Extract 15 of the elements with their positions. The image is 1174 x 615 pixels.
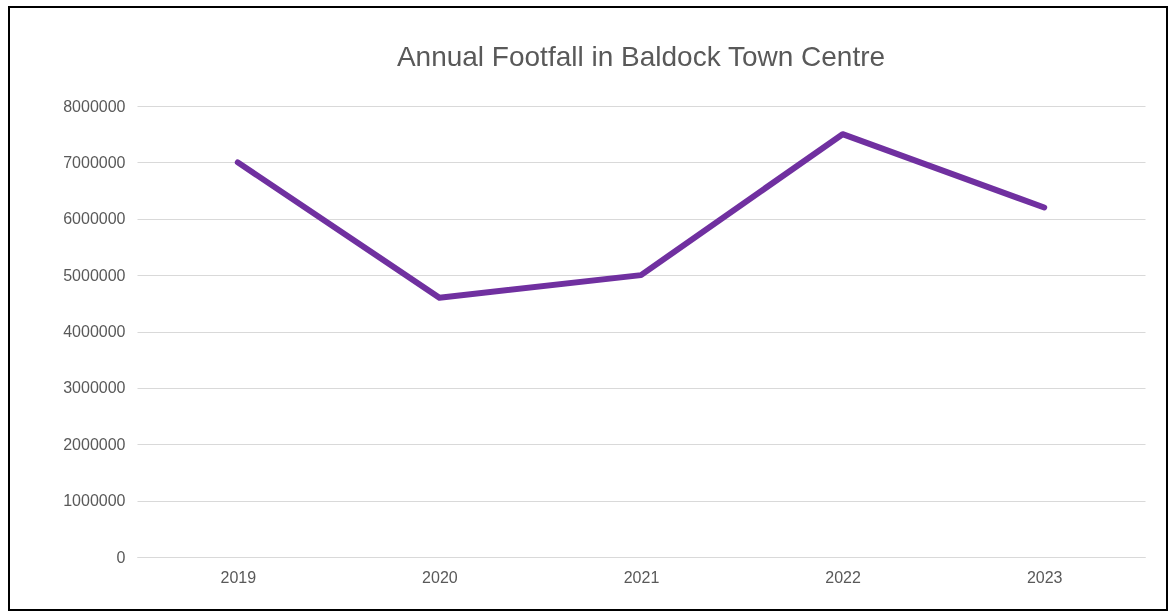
x-tick-label: 2020 (422, 568, 458, 586)
y-tick-label: 0 (116, 548, 126, 566)
y-tick-label: 1000000 (63, 492, 126, 510)
x-tick-label: 2019 (220, 568, 257, 586)
chart-title: Annual Footfall in Baldock Town Centre (396, 41, 886, 72)
y-tick-label: 6000000 (63, 210, 126, 228)
y-tick-label: 2000000 (63, 435, 126, 453)
y-tick-label: 3000000 (63, 379, 126, 397)
y-tick-label: 5000000 (63, 266, 126, 284)
x-tick-label: 2021 (623, 568, 660, 586)
x-tick-label: 2022 (825, 568, 861, 586)
y-tick-label: 4000000 (63, 323, 126, 340)
y-tick-label: 7000000 (63, 153, 126, 171)
y-tick-label: 8000000 (63, 97, 126, 115)
x-tick-label: 2023 (1026, 568, 1063, 586)
